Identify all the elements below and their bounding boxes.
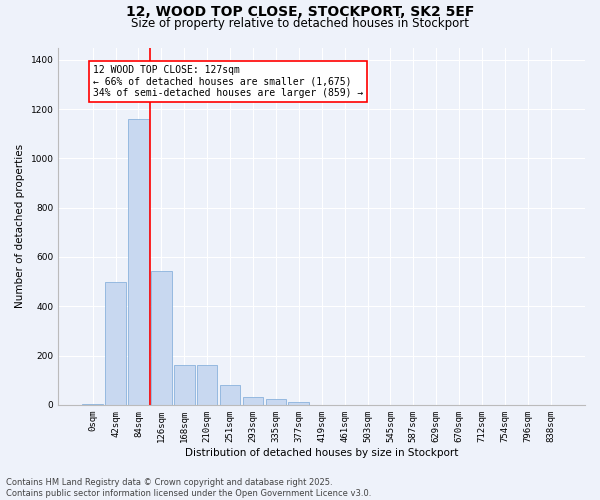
Bar <box>197 366 217 405</box>
Text: 12, WOOD TOP CLOSE, STOCKPORT, SK2 5EF: 12, WOOD TOP CLOSE, STOCKPORT, SK2 5EF <box>126 5 474 19</box>
Bar <box>266 398 286 405</box>
Text: Size of property relative to detached houses in Stockport: Size of property relative to detached ho… <box>131 18 469 30</box>
Bar <box>105 282 126 405</box>
Bar <box>289 402 309 405</box>
Text: Contains HM Land Registry data © Crown copyright and database right 2025.
Contai: Contains HM Land Registry data © Crown c… <box>6 478 371 498</box>
X-axis label: Distribution of detached houses by size in Stockport: Distribution of detached houses by size … <box>185 448 458 458</box>
Bar <box>151 270 172 405</box>
Text: 12 WOOD TOP CLOSE: 127sqm
← 66% of detached houses are smaller (1,675)
34% of se: 12 WOOD TOP CLOSE: 127sqm ← 66% of detac… <box>93 65 363 98</box>
Bar <box>220 385 241 405</box>
Bar <box>82 404 103 405</box>
Bar <box>242 398 263 405</box>
Bar <box>174 366 194 405</box>
Y-axis label: Number of detached properties: Number of detached properties <box>15 144 25 308</box>
Bar <box>128 119 149 405</box>
